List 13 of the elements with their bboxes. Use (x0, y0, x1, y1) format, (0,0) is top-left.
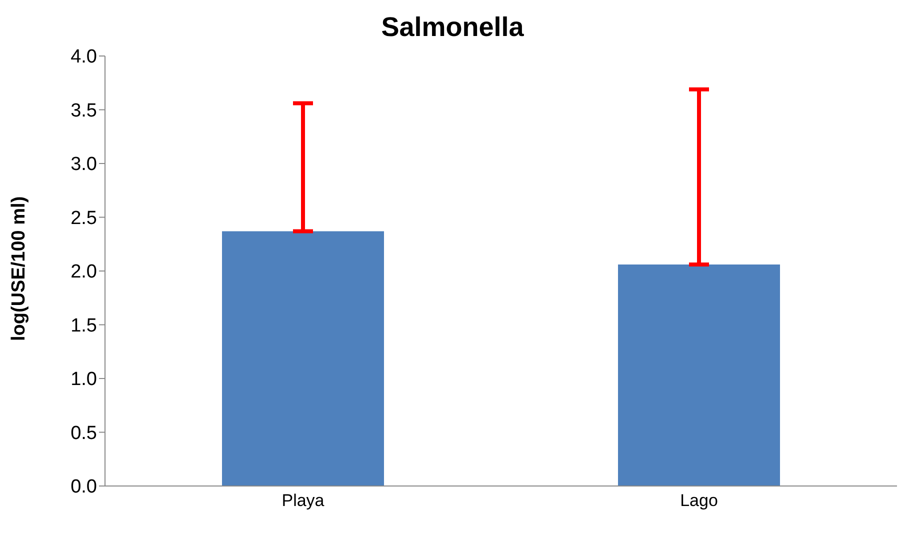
chart-title: Salmonella (380, 12, 525, 43)
y-tick-label: 2.5 (70, 208, 97, 229)
y-tick-label: 1.5 (70, 315, 97, 336)
x-tick-label: Playa (282, 491, 325, 510)
y-tick-label: 0.5 (70, 422, 97, 444)
y-tick-label: 1.0 (70, 369, 97, 390)
y-tick-label: 3.5 (70, 100, 97, 122)
y-tick-label: 4.0 (70, 46, 97, 68)
y-tick-label: 3.0 (70, 154, 97, 176)
y-axis-title: log(USE/100 ml) (8, 196, 30, 341)
y-tick-label: 0.0 (70, 476, 97, 498)
y-tick-label: 2.0 (70, 262, 97, 283)
x-tick-label: Lago (680, 491, 718, 510)
